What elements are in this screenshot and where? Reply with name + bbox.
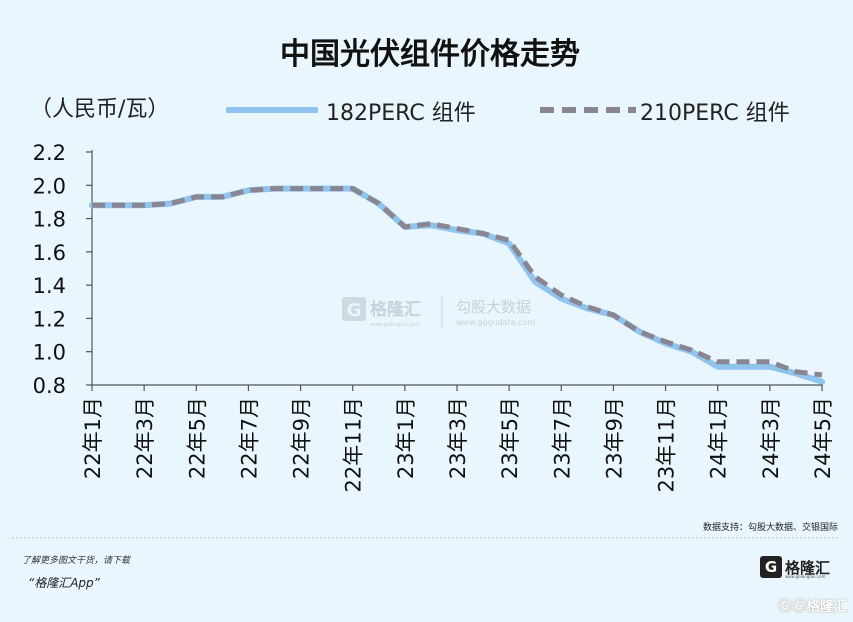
x-tick-label: 23年1月 [394,397,418,479]
unit-label: （人民币/瓦） [30,97,169,122]
x-tick-label: 23年3月 [446,397,470,479]
watermark-brand: 格隆汇 [370,299,421,320]
y-tick-label: 2.0 [33,174,66,198]
legend-label-210: 210PERC 组件 [640,101,790,126]
x-tick-label: 23年9月 [602,397,626,479]
x-tick-label: 22年5月 [185,397,209,479]
x-tick-label: 23年5月 [498,397,522,479]
x-tick-label: 22年9月 [290,397,314,479]
y-tick-label: 1.0 [33,341,66,365]
brand-text: 格隆汇 [785,558,831,577]
watermark-brand-url: www.gelonghui.com [370,322,421,328]
y-tick-label: 1.4 [33,274,66,298]
x-tick-label: 22年1月 [81,397,105,479]
series-line-210perc [92,186,823,378]
y-tick-label: 1.8 [33,208,66,232]
y-tick-label: 1.2 [33,307,66,331]
y-tick-label: 0.8 [33,374,66,398]
y-tick-label: 1.6 [33,241,66,265]
brand-g-icon: G [760,556,782,578]
y-tick-label: 2.2 [33,141,66,165]
series-line-182perc [89,185,825,385]
legend-label-182: 182PERC 组件 [326,101,476,126]
footer-app-name: “格隆汇App” [28,576,100,590]
watermark-partner: 勾股大数据 [456,298,531,316]
x-tick-label: 22年11月 [342,397,366,492]
x-tick-label: 22年3月 [133,397,157,479]
watermark-partner-url: www.gogudata.com [456,318,535,327]
brand-logo: G 格隆汇 www.gelonghui.com [760,556,831,579]
x-tick-label: 24年1月 [707,397,731,479]
chart-title: 中国光伏组件价格走势 [280,37,580,72]
corner-watermark: ⒼⒼ格隆汇 [778,599,848,615]
brand-url: www.gelonghui.com [785,574,826,579]
source-note: 数据支持：勾股大数据、交银国际 [703,521,838,533]
x-tick-label: 22年7月 [237,397,261,479]
watermark-g-icon [342,297,366,321]
watermark: G 格隆汇 www.gelonghui.com 勾股大数据 www.goguda… [342,295,535,328]
x-tick-label: 23年11月 [655,397,679,492]
watermark-g-letter: G [347,300,362,321]
footer-note: 了解更多图文干货，请下载 [22,556,131,566]
x-tick-label: 24年3月 [759,397,783,479]
x-tick-label: 24年5月 [811,397,835,479]
x-tick-label: 23年7月 [550,397,574,479]
